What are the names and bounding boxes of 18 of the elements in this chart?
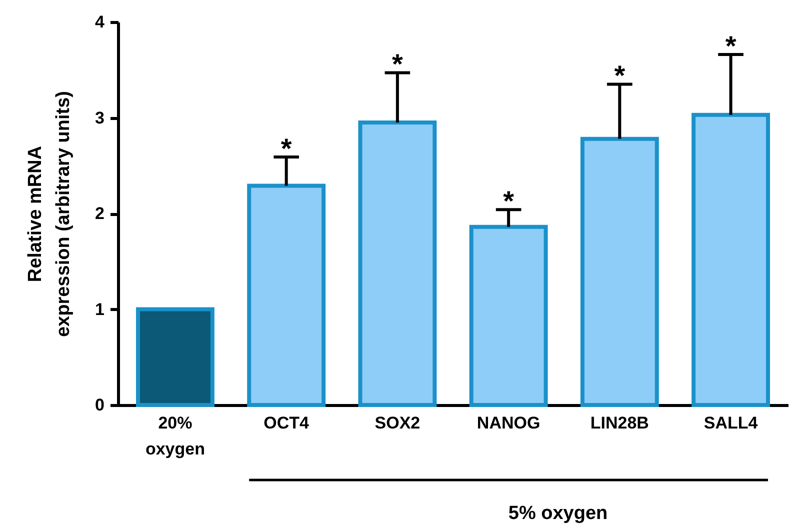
x-tick-label: NANOG [476, 414, 540, 432]
annotation: * [614, 60, 626, 92]
x-tick-label: 20% oxygen [145, 414, 205, 458]
x-tick-label: OCT4 [264, 414, 310, 432]
y-tick-label: 3 [95, 108, 104, 128]
text: 5% oxygen [508, 503, 608, 524]
x-tick-label: LIN28B [590, 414, 649, 432]
annotation: * [503, 186, 514, 217]
x-tick-label: SOX2 [374, 414, 420, 432]
y-axis-title: Relative mRNA expression (arbitrary units) [25, 90, 74, 338]
annotation: * [392, 48, 403, 80]
x-tick-label: SALL4 [704, 414, 758, 432]
y-tick-label: 1 [95, 300, 104, 319]
annotation: * [725, 30, 736, 62]
y-tick-label: 4 [95, 12, 106, 32]
annotation: * [280, 133, 292, 164]
y-tick-label: 2 [95, 204, 104, 223]
y-tick-label: 0 [95, 396, 104, 414]
